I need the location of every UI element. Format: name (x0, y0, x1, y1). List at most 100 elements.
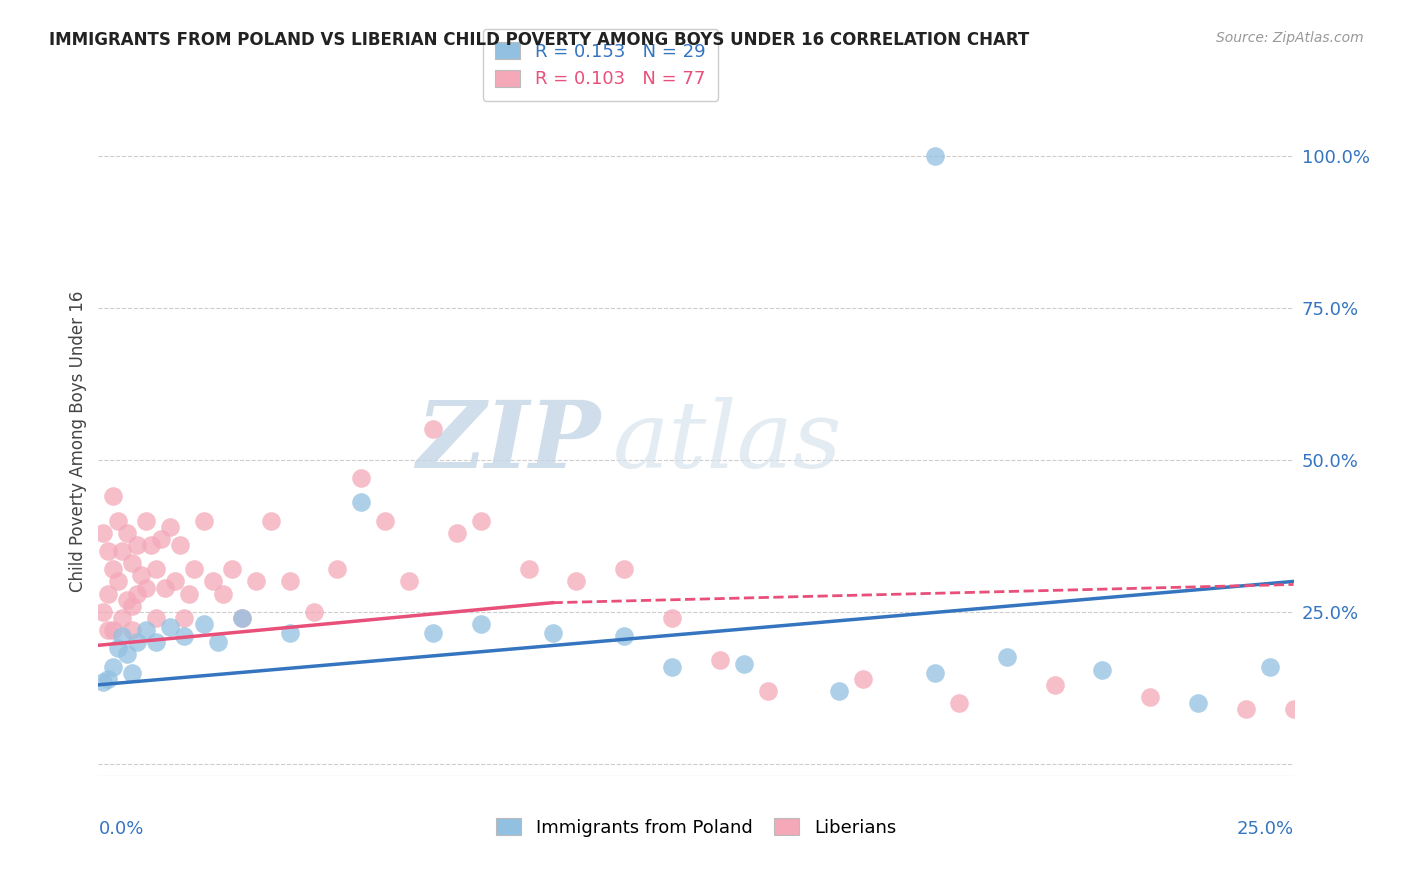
Point (326, 562, 349, 576)
Point (97, 672, 120, 686)
Point (302, 605, 325, 619)
Point (350, 495, 373, 509)
Point (193, 514, 215, 528)
Point (121, 556, 143, 570)
Point (852, 672, 875, 686)
Point (91, 674, 114, 689)
Point (661, 611, 683, 625)
Point (422, 626, 444, 640)
Point (398, 574, 420, 589)
Point (278, 574, 301, 589)
Point (111, 611, 134, 625)
Text: 0.0%: 0.0% (98, 820, 143, 838)
Point (173, 611, 195, 625)
Point (155, 581, 177, 595)
Point (661, 659, 683, 673)
Point (202, 574, 225, 589)
Point (97, 544, 120, 558)
Point (139, 538, 162, 552)
Point (107, 574, 129, 589)
Point (135, 581, 157, 595)
Point (97, 623, 120, 637)
Text: IMMIGRANTS FROM POLAND VS LIBERIAN CHILD POVERTY AMONG BOYS UNDER 16 CORRELATION: IMMIGRANTS FROM POLAND VS LIBERIAN CHILD… (49, 31, 1029, 49)
Point (756, 684, 779, 698)
Point (470, 617, 492, 632)
Point (231, 611, 253, 625)
Point (613, 629, 636, 643)
Point (115, 525, 138, 540)
Point (101, 562, 124, 576)
Point (221, 562, 243, 576)
Point (924, 149, 946, 163)
Point (135, 623, 157, 637)
Point (169, 538, 191, 552)
Point (613, 562, 636, 576)
Point (470, 514, 492, 528)
Point (1139, 690, 1161, 704)
Point (125, 635, 148, 649)
Point (995, 650, 1018, 665)
Point (145, 635, 167, 649)
Point (97, 586, 120, 600)
Point (131, 568, 153, 582)
Point (163, 574, 186, 589)
Point (211, 586, 233, 600)
Point (111, 629, 134, 643)
Point (1043, 678, 1066, 692)
Point (121, 599, 143, 613)
Point (259, 514, 281, 528)
Point (565, 574, 588, 589)
Point (1306, 708, 1329, 723)
Point (91, 605, 114, 619)
Text: 25.0%: 25.0% (1236, 820, 1294, 838)
Point (159, 620, 181, 634)
Point (179, 586, 201, 600)
Point (183, 562, 205, 576)
Point (446, 525, 468, 540)
Point (193, 617, 215, 632)
Point (517, 562, 540, 576)
Point (145, 562, 167, 576)
Point (422, 422, 444, 436)
Point (135, 514, 157, 528)
Legend: Immigrants from Poland, Liberians: Immigrants from Poland, Liberians (489, 811, 903, 844)
Point (1330, 702, 1353, 716)
Point (91, 525, 114, 540)
Point (1091, 663, 1114, 677)
Point (1282, 702, 1305, 716)
Point (159, 519, 181, 533)
Point (149, 532, 172, 546)
Point (924, 665, 946, 680)
Point (101, 489, 124, 503)
Point (115, 592, 138, 607)
Point (278, 626, 301, 640)
Point (733, 657, 755, 671)
Y-axis label: Child Poverty Among Boys Under 16: Child Poverty Among Boys Under 16 (69, 291, 87, 592)
Point (145, 611, 167, 625)
Point (1258, 659, 1281, 673)
Point (111, 544, 134, 558)
Point (121, 665, 143, 680)
Point (709, 653, 731, 667)
Point (107, 514, 129, 528)
Point (207, 635, 229, 649)
Point (173, 629, 195, 643)
Point (1234, 702, 1257, 716)
Point (121, 623, 143, 637)
Point (101, 659, 124, 673)
Point (541, 626, 564, 640)
Point (828, 684, 851, 698)
Point (231, 611, 253, 625)
Text: ZIP: ZIP (416, 397, 600, 486)
Point (374, 514, 396, 528)
Point (948, 696, 970, 710)
Point (107, 641, 129, 656)
Point (125, 538, 148, 552)
Text: Source: ZipAtlas.com: Source: ZipAtlas.com (1216, 31, 1364, 45)
Point (101, 623, 124, 637)
Point (350, 471, 373, 485)
Point (1187, 696, 1209, 710)
Text: atlas: atlas (613, 397, 842, 486)
Point (115, 648, 138, 662)
Point (125, 586, 148, 600)
